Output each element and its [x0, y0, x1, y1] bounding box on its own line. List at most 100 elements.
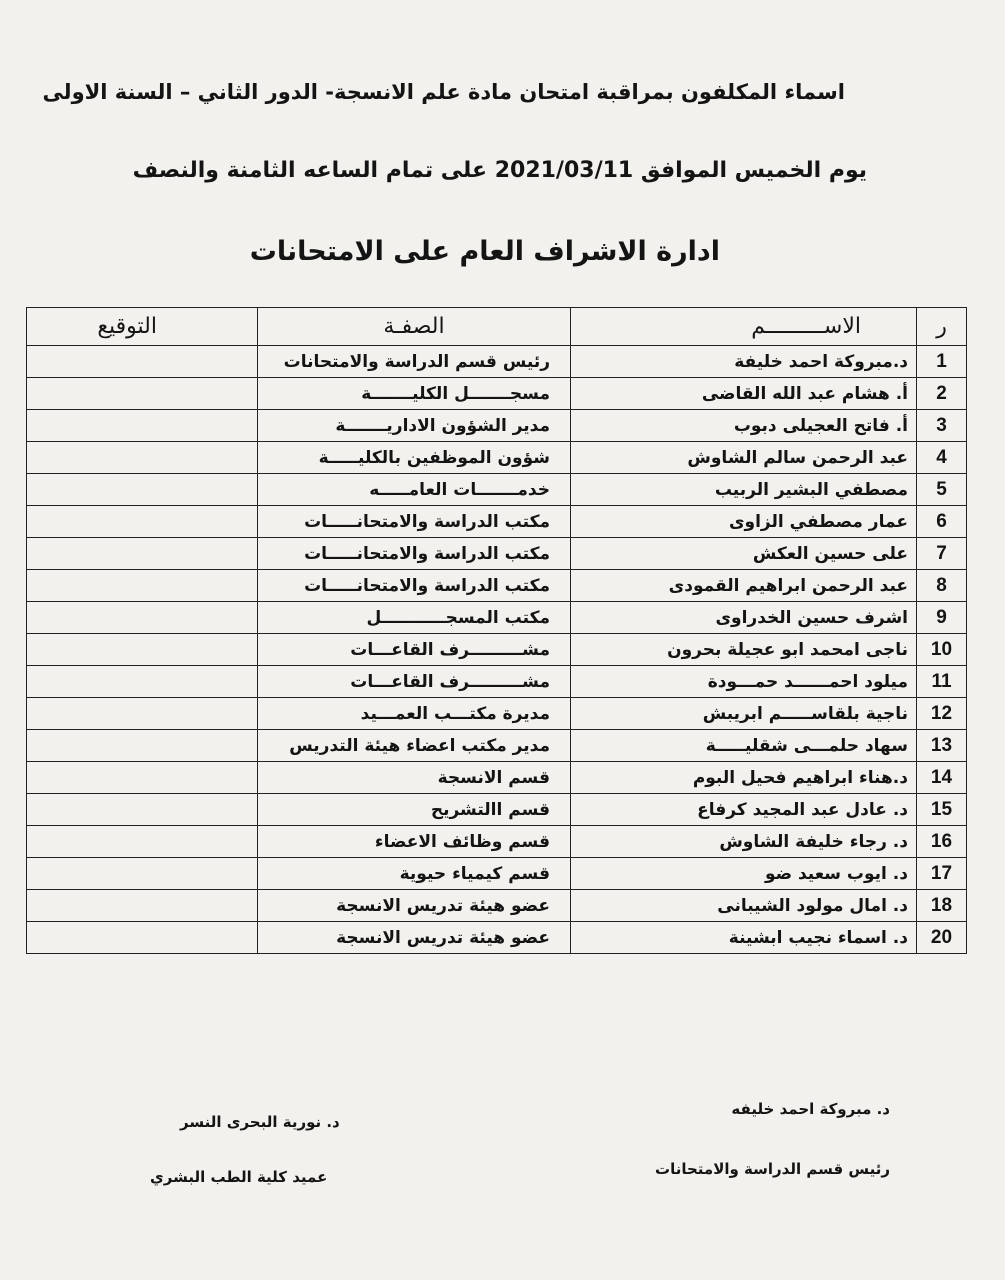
exam-date-line: يوم الخميس الموافق 2021/03/11 على تمام ا…: [132, 158, 867, 183]
person-role: مشـــــــــرف القاعـــات: [257, 665, 571, 698]
person-name: أ. هشام عبد الله القاضى: [570, 377, 917, 410]
row-number: 17: [916, 857, 967, 890]
person-name: د. اسماء نجيب ابشينة: [570, 921, 917, 954]
table-row: 10 ناجى امحمد ابو عجيلة بحرون مشـــــــــر…: [26, 633, 967, 666]
signature-cell: [26, 889, 258, 922]
table-row: 16 د. رجاء خليفة الشاوش قسم وظائف الاعضاء: [26, 825, 967, 858]
person-role: مكتب المسجـــــــــــل: [257, 601, 571, 634]
row-number: 10: [916, 633, 967, 666]
table-row: 11 ميلود احمــــــد حمـــودة مشـــــــــرف…: [26, 665, 967, 698]
person-name: د.هناء ابراهيم فحيل البوم: [570, 761, 917, 794]
signatory-left-title: عميد كلية الطب البشري: [150, 1168, 328, 1186]
row-number: 3: [916, 409, 967, 442]
signature-cell: [26, 441, 258, 474]
signature-cell: [26, 665, 258, 698]
row-number: 8: [916, 569, 967, 602]
person-name: اشرف حسين الخدراوى: [570, 601, 917, 634]
signature-cell: [26, 857, 258, 890]
person-name: مصطفي البشير الربيب: [570, 473, 917, 506]
row-number: 5: [916, 473, 967, 506]
person-role: مكتب الدراسة والامتحانـــــات: [257, 569, 571, 602]
row-number: 2: [916, 377, 967, 410]
signatory-right-title: رئيس قسم الدراسة والامتحانات: [655, 1160, 890, 1178]
person-name: د.مبروكة احمد خليفة: [570, 345, 917, 378]
person-role: قسم االتشريح: [257, 793, 571, 826]
signature-cell: [26, 537, 258, 570]
table-header-row: ر الاســـــــــم الصفـة التوقيع: [26, 307, 967, 346]
row-number: 16: [916, 825, 967, 858]
person-role: مشـــــــــرف القاعـــات: [257, 633, 571, 666]
table-row: 5 مصطفي البشير الربيب خدمـــــــات العامــ…: [26, 473, 967, 506]
person-role: مدير مكتب اعضاء هيئة التدريس: [257, 729, 571, 762]
person-name: أ. فاتح العجيلى دبوب: [570, 409, 917, 442]
row-number: 4: [916, 441, 967, 474]
row-number: 13: [916, 729, 967, 762]
signature-cell: [26, 633, 258, 666]
person-name: ناجية بلقاســـــم ابريبش: [570, 697, 917, 730]
person-role: قسم كيمياء حيوية: [257, 857, 571, 890]
person-name: عبد الرحمن ابراهيم القمودى: [570, 569, 917, 602]
row-number: 18: [916, 889, 967, 922]
table-row: 18 د. امال مولود الشيبانى عضو هيئة تدريس ا…: [26, 889, 967, 922]
column-header-role: الصفـة: [257, 307, 571, 346]
row-number: 15: [916, 793, 967, 826]
person-role: خدمـــــــات العامـــــه: [257, 473, 571, 506]
table-row: 9 اشرف حسين الخدراوى مكتب المسجـــــــــــ…: [26, 601, 967, 634]
person-name: د. عادل عبد المجيد كرفاع: [570, 793, 917, 826]
person-role: شؤون الموظفين بالكليـــــة: [257, 441, 571, 474]
person-role: قسم الانسجة: [257, 761, 571, 794]
column-header-number: ر: [916, 307, 967, 346]
table-row: 20 د. اسماء نجيب ابشينة عضو هيئة تدريس الا…: [26, 921, 967, 954]
signature-cell: [26, 761, 258, 794]
person-name: ناجى امحمد ابو عجيلة بحرون: [570, 633, 917, 666]
person-name: د. ايوب سعيد ضو: [570, 857, 917, 890]
person-role: عضو هيئة تدريس الانسجة: [257, 921, 571, 954]
row-number: 11: [916, 665, 967, 698]
row-number: 14: [916, 761, 967, 794]
signatory-left-name: د. نورية البحرى النسر: [180, 1113, 340, 1131]
table-row: 13 سهاد حلمـــى شقليـــــة مدير مكتب اعضاء…: [26, 729, 967, 762]
person-role: مكتب الدراسة والامتحانـــــات: [257, 505, 571, 538]
table-row: 14 د.هناء ابراهيم فحيل البوم قسم الانسجة: [26, 761, 967, 794]
person-role: عضو هيئة تدريس الانسجة: [257, 889, 571, 922]
table-row: 7 على حسين العكش مكتب الدراسة والامتحانـــ…: [26, 537, 967, 570]
person-name: عبد الرحمن سالم الشاوش: [570, 441, 917, 474]
person-name: على حسين العكش: [570, 537, 917, 570]
table-row: 15 د. عادل عبد المجيد كرفاع قسم االتشريح: [26, 793, 967, 826]
signature-cell: [26, 409, 258, 442]
person-name: عمار مصطفي الزاوى: [570, 505, 917, 538]
table-row: 4 عبد الرحمن سالم الشاوش شؤون الموظفين بال…: [26, 441, 967, 474]
person-name: د. امال مولود الشيبانى: [570, 889, 917, 922]
person-role: مديرة مكتـــب العمـــيد: [257, 697, 571, 730]
signature-cell: [26, 505, 258, 538]
signature-cell: [26, 825, 258, 858]
signatory-right-name: د. مبروكة احمد خليفه: [731, 1100, 890, 1118]
signature-cell: [26, 793, 258, 826]
signature-cell: [26, 921, 258, 954]
person-role: مدير الشؤون الاداريـــــــة: [257, 409, 571, 442]
person-role: مكتب الدراسة والامتحانـــــات: [257, 537, 571, 570]
table-row: 3 أ. فاتح العجيلى دبوب مدير الشؤون الاداري…: [26, 409, 967, 442]
person-role: قسم وظائف الاعضاء: [257, 825, 571, 858]
signature-cell: [26, 345, 258, 378]
person-name: سهاد حلمـــى شقليـــــة: [570, 729, 917, 762]
person-role: مسجـــــــل الكليـــــــة: [257, 377, 571, 410]
person-name: د. رجاء خليفة الشاوش: [570, 825, 917, 858]
table-row: 2 أ. هشام عبد الله القاضى مسجـــــــل الكل…: [26, 377, 967, 410]
signature-cell: [26, 569, 258, 602]
signature-cell: [26, 473, 258, 506]
table-row: 6 عمار مصطفي الزاوى مكتب الدراسة والامتحان…: [26, 505, 967, 538]
proctors-table: ر الاســـــــــم الصفـة التوقيع 1 د.مبروك…: [26, 307, 967, 954]
signature-cell: [26, 601, 258, 634]
table-row: 8 عبد الرحمن ابراهيم القمودى مكتب الدراسة …: [26, 569, 967, 602]
table-row: 1 د.مبروكة احمد خليفة رئيس قسم الدراسة وال…: [26, 345, 967, 378]
row-number: 6: [916, 505, 967, 538]
person-name: ميلود احمــــــد حمـــودة: [570, 665, 917, 698]
row-number: 7: [916, 537, 967, 570]
signature-cell: [26, 377, 258, 410]
row-number: 1: [916, 345, 967, 378]
person-role: رئيس قسم الدراسة والامتحانات: [257, 345, 571, 378]
signature-cell: [26, 697, 258, 730]
row-number: 9: [916, 601, 967, 634]
document-title: اسماء المكلفون بمراقبة امتحان مادة علم ا…: [42, 80, 845, 104]
